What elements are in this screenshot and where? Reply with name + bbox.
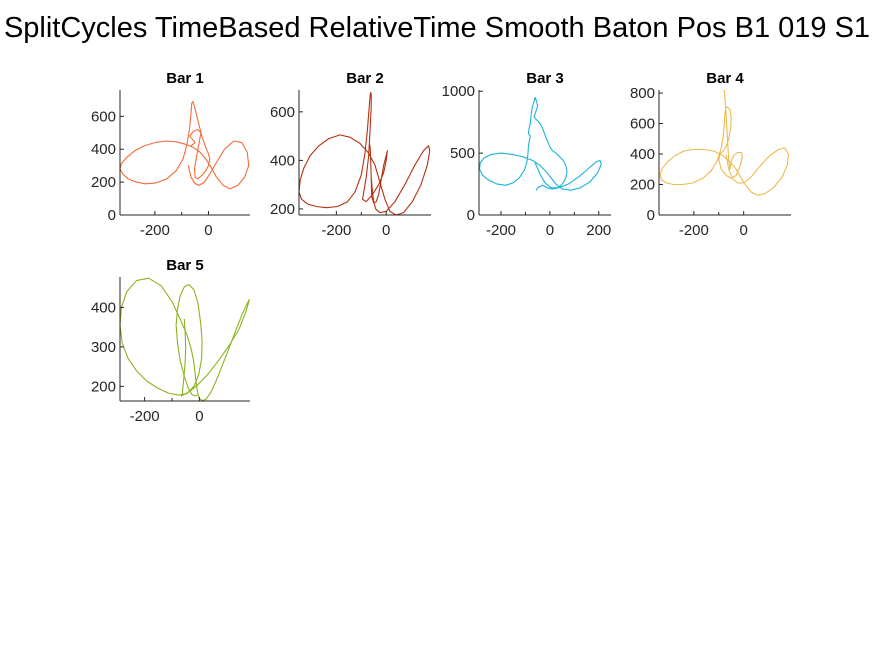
y-tick-label: 200 [270,201,295,218]
y-tick-label: 200 [91,174,116,191]
y-tick-label: 1000 [442,83,475,100]
subplot-title: Bar 5 [166,257,204,274]
x-tick-label: 0 [195,408,203,425]
y-tick-label: 0 [108,207,116,224]
y-tick-label: 0 [467,207,475,224]
figure-title: SplitCycles TimeBased RelativeTime Smoot… [3,12,871,44]
y-tick-label: 300 [91,339,116,356]
y-tick-label: 400 [270,152,295,169]
y-tick-label: 200 [91,378,116,395]
trace-line [479,96,602,191]
subplot-bar-3: -200 0 200 0 500 1000 Bar 3 [442,70,612,239]
y-tick-label: 400 [630,146,655,163]
y-tick-label: 200 [630,177,655,194]
x-tick-label: -200 [130,408,160,425]
x-tick-label: 0 [382,222,390,239]
x-tick-label: -200 [679,222,709,239]
trace-line [299,91,431,215]
x-tick-label: 200 [586,222,611,239]
y-tick-label: 800 [630,85,655,102]
x-tick-label: -200 [140,222,170,239]
subplot-title: Bar 4 [706,70,744,87]
subplot-bar-5: -200 0 200 300 400 Bar 5 [91,257,250,425]
y-tick-label: 500 [450,145,475,162]
subplot-bar-1: -200 0 0 200 400 600 Bar 1 [91,70,250,239]
x-tick-label: -200 [486,222,516,239]
y-tick-label: 400 [91,299,116,316]
subplot-bar-2: -200 0 200 400 600 Bar 2 [270,70,431,239]
x-tick-label: 0 [546,222,554,239]
y-tick-label: 600 [270,104,295,121]
y-tick-label: 0 [647,207,655,224]
subplot-title: Bar 3 [526,70,564,87]
trace-line [120,277,250,401]
trace-line [659,90,790,196]
x-tick-label: -200 [321,222,351,239]
subplot-title: Bar 1 [166,70,204,87]
y-tick-label: 600 [91,108,116,125]
x-tick-label: 0 [740,222,748,239]
y-tick-label: 600 [630,116,655,133]
subplot-bar-4: -200 0 0 200 400 600 800 Bar 4 [630,70,791,239]
x-tick-label: 0 [204,222,212,239]
trace-line [120,100,250,190]
subplot-title: Bar 2 [346,70,384,87]
y-tick-label: 400 [91,141,116,158]
